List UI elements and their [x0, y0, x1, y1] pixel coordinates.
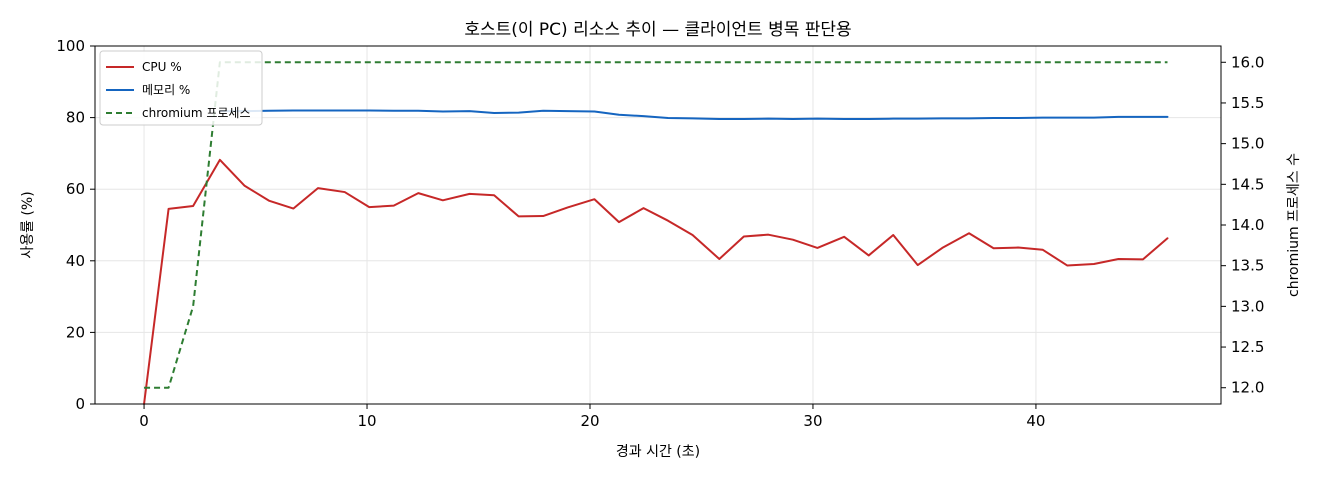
y2-tick-label: 16.0	[1231, 53, 1264, 71]
legend-label: CPU %	[142, 60, 182, 74]
x-tick-label: 30	[803, 412, 822, 430]
y-tick-label: 60	[66, 180, 85, 198]
series-line-2	[144, 61, 1168, 389]
legend: CPU % 메모리 % chromium 프로세스	[99, 50, 263, 126]
x-tick-label: 10	[357, 412, 376, 430]
legend-entries: CPU % 메모리 % chromium 프로세스	[106, 60, 251, 120]
y-tick-label: 20	[66, 323, 85, 341]
y-tick-label: 100	[56, 37, 85, 55]
y-tick-label: 40	[66, 252, 85, 270]
y2-tick-label: 14.0	[1231, 216, 1264, 234]
x-tick-label: 40	[1026, 412, 1045, 430]
chart-title: 호스트(이 PC) 리소스 추이 — 클라이언트 병목 판단용	[464, 20, 851, 40]
series-layer	[143, 61, 1169, 405]
x-axis-title: 경과 시간 (초)	[616, 444, 700, 460]
x-tick-label: 0	[139, 412, 149, 430]
x-tick-label: 20	[580, 412, 599, 430]
y2-tick-label: 13.5	[1231, 257, 1264, 275]
legend-label: 메모리 %	[142, 83, 190, 97]
y-tick-label: 80	[66, 109, 85, 127]
y-axis-title: 사용률 (%)	[20, 191, 36, 258]
legend-box	[99, 50, 263, 126]
y2-tick-label: 12.5	[1231, 338, 1264, 356]
y2-tick-label: 15.5	[1231, 94, 1264, 112]
legend-label: chromium 프로세스	[142, 106, 251, 120]
y-tick-label: 0	[75, 395, 85, 413]
y2-tick-label: 13.0	[1231, 297, 1264, 315]
y-axis-ticks: 0 20 40 60 80 100	[56, 37, 95, 413]
y2-tick-label: 15.0	[1231, 135, 1264, 153]
x-axis-ticks: 0 10 20 30 40	[139, 404, 1045, 430]
y2-tick-label: 12.0	[1231, 379, 1264, 397]
series-line-1	[218, 109, 1169, 121]
series-line-0	[143, 158, 1169, 405]
y2-axis-ticks: 12.0 12.5 13.0 13.5 14.0 14.5 15.0 15.5 16.0	[1221, 53, 1264, 397]
y2-tick-label: 14.5	[1231, 175, 1264, 193]
y2-axis-title: chromium 프로세스 수	[1286, 153, 1302, 297]
plot-frame	[94, 45, 1222, 405]
grid	[95, 45, 1221, 405]
